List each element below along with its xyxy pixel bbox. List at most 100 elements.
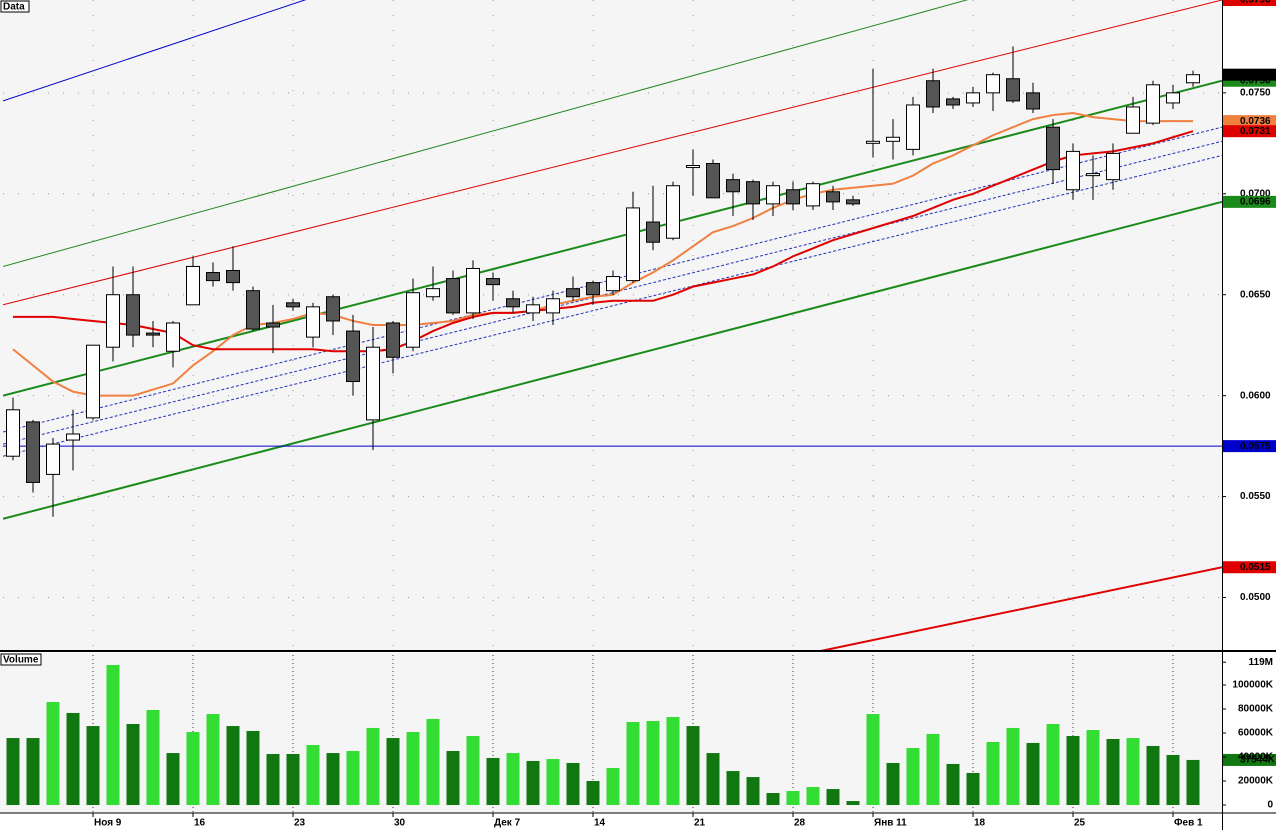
x-tick-label: Фев 1 xyxy=(1174,818,1203,829)
candle-body xyxy=(886,136,900,142)
value-label-box xyxy=(1223,68,1276,81)
volume-bar xyxy=(1046,724,1060,805)
volume-bar xyxy=(606,768,620,805)
x-tick-label: 21 xyxy=(694,818,706,829)
volume-bar xyxy=(346,751,360,805)
x-tick-label: 23 xyxy=(294,818,306,829)
y-tick-label: 20000K xyxy=(1238,776,1274,787)
candle-body xyxy=(826,191,840,203)
candle-body xyxy=(26,421,40,483)
candle-body xyxy=(1066,150,1080,191)
volume-bar xyxy=(26,738,40,805)
candle-body xyxy=(1186,74,1200,84)
volume-bar xyxy=(1086,730,1100,805)
value-label: 0.0736 xyxy=(1240,116,1271,127)
moving-average xyxy=(13,130,1194,353)
candle-body xyxy=(1006,78,1020,102)
value-label: 0.0731 xyxy=(1240,126,1271,137)
candle-body xyxy=(86,344,100,419)
candle-body xyxy=(686,165,700,169)
volume-bar xyxy=(686,726,700,805)
volume-bar xyxy=(386,738,400,805)
volume-bar xyxy=(1186,759,1200,805)
value-label: 0.0515 xyxy=(1240,562,1271,573)
value-label: 0.0759 xyxy=(1240,69,1271,80)
volume-bar xyxy=(366,727,380,805)
volume-bar xyxy=(626,721,640,805)
candle-body xyxy=(986,74,1000,94)
volume-bar xyxy=(826,789,840,805)
candle-body xyxy=(626,207,640,282)
candle-body xyxy=(326,296,340,322)
candle-body xyxy=(306,306,320,338)
y-tick-label: 0.0500 xyxy=(1240,592,1271,603)
candle-body xyxy=(506,298,520,308)
x-tick-label: 14 xyxy=(594,818,606,829)
volume-bar xyxy=(586,781,600,805)
x-tick-label: Дек 7 xyxy=(494,818,521,829)
candle-body xyxy=(146,332,160,336)
volume-bar xyxy=(666,717,680,805)
value-label: 37544K xyxy=(1240,755,1276,766)
volume-bar xyxy=(146,709,160,805)
volume-bar xyxy=(126,724,140,805)
x-tick-label: 16 xyxy=(194,818,206,829)
volume-bar xyxy=(986,742,1000,805)
value-label: 0.0756 xyxy=(1240,75,1271,86)
volume-bar xyxy=(506,753,520,805)
volume-bar xyxy=(1166,754,1180,805)
candle-body xyxy=(226,269,240,284)
candle-body xyxy=(586,282,600,296)
volume-bar xyxy=(246,730,260,805)
candle-body xyxy=(726,179,740,193)
volume-bar xyxy=(166,753,180,805)
volume-bar xyxy=(886,763,900,805)
trend-line xyxy=(3,0,969,267)
candle-body xyxy=(6,409,20,457)
volume-bar xyxy=(6,738,20,805)
value-label-box xyxy=(1223,561,1276,574)
candle-body xyxy=(806,183,820,207)
volume-bar xyxy=(646,721,660,805)
candle-body xyxy=(46,443,60,475)
volume-bar xyxy=(46,702,60,805)
candle-body xyxy=(166,322,180,352)
value-label-box xyxy=(1223,440,1276,453)
x-tick-label: 25 xyxy=(1074,818,1086,829)
y-tick-label: 40000K xyxy=(1238,752,1274,763)
volume-bar xyxy=(106,664,120,805)
candle-body xyxy=(466,267,480,314)
panel-title-box xyxy=(0,0,30,13)
volume-bar xyxy=(406,732,420,805)
volume-bar xyxy=(726,771,740,805)
volume-bar xyxy=(206,714,220,805)
candle-body xyxy=(106,294,120,348)
candle-body xyxy=(346,330,360,383)
value-label: 0.0796 xyxy=(1240,0,1271,6)
value-label: 0.0696 xyxy=(1240,197,1271,208)
candle-body xyxy=(266,322,280,328)
volume-bar xyxy=(846,801,860,805)
candle-body xyxy=(1146,84,1160,124)
y-tick-label: 0.0700 xyxy=(1240,188,1271,199)
volume-plot xyxy=(6,655,1200,813)
x-tick-label: Янв 11 xyxy=(874,818,907,829)
volume-bar xyxy=(66,712,80,805)
candle-body xyxy=(366,346,380,421)
candle-body xyxy=(746,181,760,205)
candle-body xyxy=(546,298,560,314)
volume-bar xyxy=(966,772,980,805)
y-tick-label: 0.0600 xyxy=(1240,390,1271,401)
candle-body xyxy=(426,288,440,298)
value-label-box xyxy=(1223,125,1276,138)
volume-bar xyxy=(546,759,560,805)
candle-body xyxy=(946,98,960,106)
candle-body xyxy=(606,276,620,292)
volume-bar xyxy=(446,751,460,805)
y-tick-label: 0.0750 xyxy=(1240,87,1271,98)
volume-bar xyxy=(466,736,480,805)
candle-body xyxy=(866,140,880,144)
